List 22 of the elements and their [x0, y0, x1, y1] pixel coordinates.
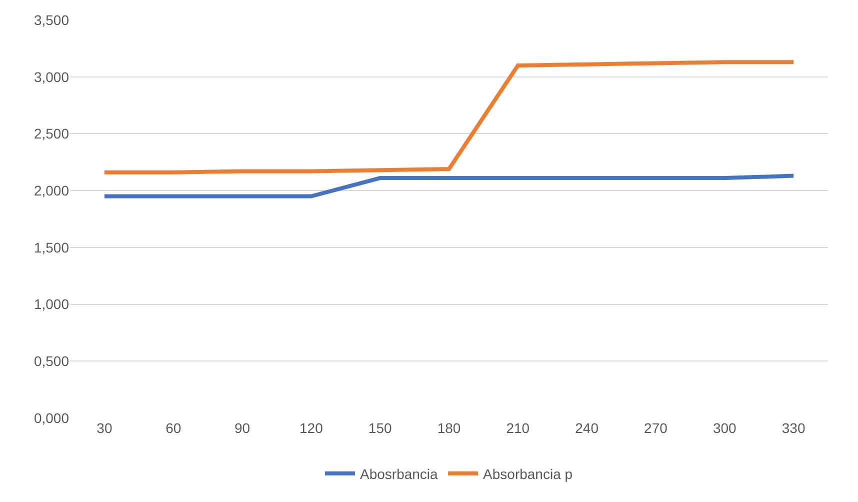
line-series	[102, 60, 796, 174]
x-tick-label: 60	[166, 420, 182, 436]
x-tick-label: 30	[96, 420, 112, 436]
x-tick-label: 210	[506, 420, 530, 436]
y-tick-label: 1,000	[34, 296, 70, 312]
y-tick-label: 3,500	[34, 12, 70, 28]
legend-label: Abosrbancia	[360, 466, 438, 482]
y-tick-label: 3,000	[34, 68, 70, 85]
y-tick-label: 0,000	[34, 410, 70, 426]
y-tick-label: 2,000	[34, 182, 70, 198]
y-tick-label: 0,500	[34, 353, 70, 370]
x-tick-label: 270	[644, 420, 668, 436]
x-tick-label: 180	[437, 420, 461, 436]
x-tick-label: 150	[368, 420, 392, 436]
x-tick-label: 300	[712, 420, 737, 436]
x-tick-label: 330	[782, 420, 806, 436]
y-tick-label: 2,500	[34, 126, 70, 142]
y-tick-label: 1,500	[34, 239, 70, 256]
x-tick-label: 120	[300, 420, 324, 436]
legend-label: Absorbancia p	[483, 466, 573, 482]
x-tick-label: 90	[234, 420, 250, 436]
x-tick-label: 240	[575, 420, 599, 436]
